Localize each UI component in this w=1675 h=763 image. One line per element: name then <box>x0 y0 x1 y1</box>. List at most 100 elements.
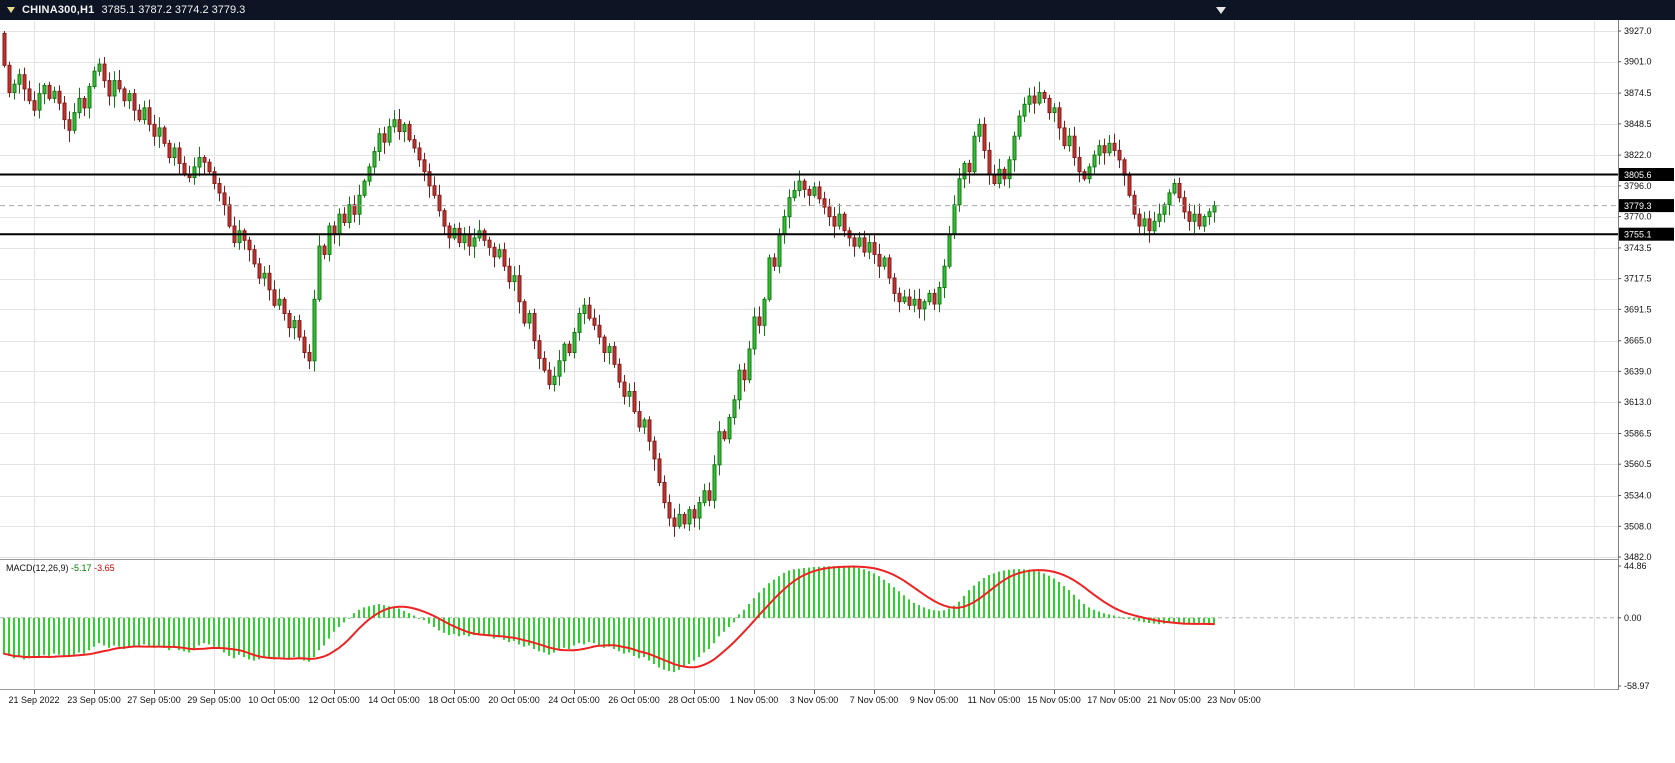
svg-text:29 Sep 05:00: 29 Sep 05:00 <box>187 695 241 705</box>
macd-histogram-bar <box>248 617 250 660</box>
macd-histogram-bar <box>43 617 45 655</box>
macd-histogram-bar <box>63 617 65 656</box>
svg-text:3586.5: 3586.5 <box>1624 429 1652 439</box>
macd-histogram-bar <box>353 613 355 618</box>
svg-text:26 Oct 05:00: 26 Oct 05:00 <box>608 695 660 705</box>
macd-histogram-bar <box>1063 586 1065 618</box>
macd-histogram-bar <box>813 567 815 618</box>
macd-histogram-bar <box>893 587 895 618</box>
svg-text:17 Nov 05:00: 17 Nov 05:00 <box>1087 695 1141 705</box>
macd-histogram-bar <box>663 617 665 670</box>
macd-histogram-bar <box>438 617 440 631</box>
macd-histogram-bar <box>1008 569 1010 618</box>
macd-histogram-bar <box>863 569 865 618</box>
macd-histogram-bar <box>183 617 185 652</box>
macd-histogram-bar <box>688 617 690 664</box>
time-axis[interactable]: 21 Sep 2022 23 Sep 05:00 27 Sep 05:00 29 Se… <box>8 690 1261 705</box>
macd-histogram-bar <box>1203 617 1205 625</box>
macd-histogram-bar <box>658 617 660 668</box>
candlestick-series <box>2 31 1217 537</box>
macd-histogram-bar <box>783 572 785 618</box>
macd-histogram-bar <box>608 617 610 647</box>
macd-histogram-bar <box>903 595 905 618</box>
chart-shift-marker-icon[interactable] <box>1216 7 1226 14</box>
macd-histogram-bar <box>318 617 320 651</box>
macd-histogram-bar <box>138 617 140 647</box>
macd-histogram-bar <box>598 617 600 646</box>
macd-histogram-bar <box>83 617 85 654</box>
macd-histogram-bar <box>208 617 210 645</box>
macd-histogram-bar <box>768 583 770 618</box>
macd-histogram-bar <box>558 617 560 651</box>
macd-histogram-bar <box>383 605 385 618</box>
macd-histogram-bar <box>693 617 695 661</box>
macd-histogram-bar <box>443 617 445 633</box>
macd-histogram-bar <box>1103 613 1105 618</box>
svg-text:3717.5: 3717.5 <box>1624 274 1652 284</box>
macd-histogram-bar <box>313 617 315 658</box>
price-axis[interactable]: 3927.0 3901.0 3874.5 3848.5 3822.0 3796.0 3770… <box>1618 20 1675 763</box>
macd-histogram-bar <box>938 610 940 618</box>
macd-histogram-bar <box>498 617 500 638</box>
svg-text:20 Oct 05:00: 20 Oct 05:00 <box>488 695 540 705</box>
macd-histogram-bar <box>178 617 180 651</box>
macd-histogram-bar <box>328 617 330 639</box>
price-badge <box>1619 227 1674 241</box>
macd-histogram-bar <box>428 617 430 624</box>
macd-histogram-bar <box>873 573 875 618</box>
macd-histogram-bar <box>23 617 25 660</box>
macd-histogram-bar <box>603 617 605 648</box>
macd-histogram-bar <box>543 617 545 653</box>
macd-histogram-bar <box>478 617 480 634</box>
svg-text:27 Sep 05:00: 27 Sep 05:00 <box>127 695 181 705</box>
macd-histogram-bar <box>1138 617 1140 622</box>
svg-text:0.00: 0.00 <box>1624 613 1642 623</box>
macd-histogram-bar <box>1113 615 1115 618</box>
macd-histogram-bar <box>888 583 890 618</box>
macd-histogram-bar <box>878 576 880 618</box>
macd-histogram-bar <box>1023 569 1025 618</box>
macd-histogram-bar <box>708 617 710 649</box>
macd-histogram-bar <box>103 617 105 646</box>
macd-histogram-bar <box>733 617 735 623</box>
macd-histogram-bar <box>323 617 325 646</box>
svg-text:14 Oct 05:00: 14 Oct 05:00 <box>368 695 420 705</box>
macd-histogram-bar <box>408 613 410 618</box>
horizontal-level-lines[interactable] <box>0 173 1618 236</box>
svg-text:3 Nov 05:00: 3 Nov 05:00 <box>790 695 839 705</box>
macd-histogram-bar <box>1038 571 1040 618</box>
macd-histogram-bar <box>1018 569 1020 618</box>
macd-histogram-bar <box>493 617 495 639</box>
macd-histogram-bar <box>123 617 125 649</box>
macd-histogram-bar <box>858 568 860 618</box>
svg-text:12 Oct 05:00: 12 Oct 05:00 <box>308 695 360 705</box>
macd-histogram-bar <box>518 617 520 645</box>
macd-histogram-bar <box>458 617 460 637</box>
svg-text:3796.0: 3796.0 <box>1624 181 1652 191</box>
macd-histogram-bar <box>1043 573 1045 618</box>
macd-histogram-bar <box>703 617 705 653</box>
svg-text:3665.0: 3665.0 <box>1624 336 1652 346</box>
macd-histogram-bar <box>1033 570 1035 618</box>
macd-histogram-bar <box>173 617 175 648</box>
macd-histogram-bar <box>788 570 790 618</box>
macd-histogram-bar <box>288 617 290 660</box>
svg-text:15 Nov 05:00: 15 Nov 05:00 <box>1027 695 1081 705</box>
macd-histogram-bar <box>838 566 840 618</box>
macd-histogram-bar <box>853 567 855 618</box>
macd-histogram-bar <box>568 617 570 649</box>
macd-histogram-bar <box>798 568 800 618</box>
macd-histogram-bar <box>723 617 725 632</box>
symbol-timeframe-label: CHINA300,H1 <box>22 4 95 16</box>
macd-histogram-bar <box>1048 575 1050 618</box>
svg-text:3482.0: 3482.0 <box>1624 552 1652 562</box>
svg-text:3848.5: 3848.5 <box>1624 119 1652 129</box>
macd-histogram-bar <box>68 617 70 658</box>
macd-histogram-bar <box>928 609 930 618</box>
macd-histogram-bar <box>563 617 565 648</box>
macd-histogram-bar <box>18 617 20 658</box>
macd-histogram-bar <box>793 569 795 618</box>
svg-text:3639.0: 3639.0 <box>1624 366 1652 376</box>
